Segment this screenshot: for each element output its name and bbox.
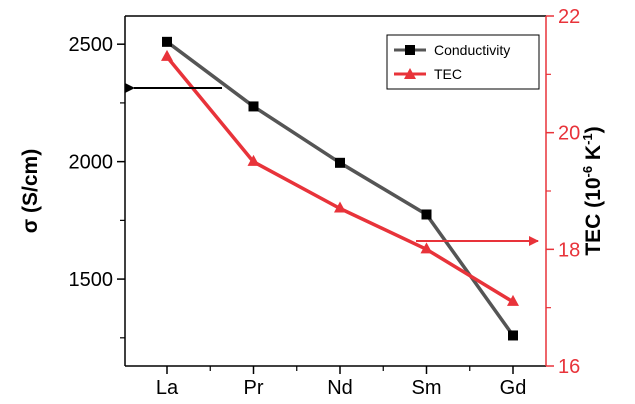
left-axis-ticks: 1500 2000 2500 bbox=[69, 34, 125, 339]
data-point-conductivity bbox=[508, 330, 518, 341]
legend-box bbox=[386, 34, 540, 90]
data-point-tec bbox=[507, 294, 519, 306]
legend: Conductivity TEC bbox=[386, 34, 540, 90]
left-tick-label: 2000 bbox=[69, 152, 114, 174]
right-tick-label: 22 bbox=[558, 6, 580, 28]
data-point-tec bbox=[161, 49, 173, 61]
left-tick-label: 2500 bbox=[69, 34, 114, 56]
left-axis-title: σ (S/cm) bbox=[19, 149, 42, 233]
right-axis-title-sup2: -1 bbox=[580, 133, 595, 145]
x-tick-label: Sm bbox=[412, 377, 442, 399]
right-axis-title-suffix: ) bbox=[582, 126, 605, 133]
right-axis-title-sup1: -6 bbox=[580, 166, 595, 178]
left-tick-label: 1500 bbox=[69, 269, 114, 291]
right-tick-label: 18 bbox=[558, 239, 580, 261]
right-tick-label: 20 bbox=[558, 123, 580, 145]
data-point-conductivity bbox=[335, 157, 345, 168]
x-tick-label: Nd bbox=[327, 377, 353, 399]
right-axis-ticks: 16 18 20 22 bbox=[546, 6, 580, 378]
data-point-tec bbox=[247, 154, 260, 166]
right-tick-label: 16 bbox=[558, 356, 580, 378]
x-tick-label: Gd bbox=[500, 377, 527, 399]
x-axis-ticks: La Pr Nd Sm Gd bbox=[156, 366, 526, 399]
series-layer bbox=[161, 36, 519, 341]
legend-label-conductivity: Conductivity bbox=[434, 42, 510, 58]
x-tick-label: Pr bbox=[244, 377, 264, 399]
data-point-conductivity bbox=[421, 209, 432, 220]
x-tick-label: La bbox=[156, 377, 179, 399]
data-point-tec bbox=[420, 242, 433, 254]
right-axis-title-mid: K bbox=[582, 145, 605, 166]
legend-marker-conductivity bbox=[405, 45, 415, 55]
right-axis-title: TEC (10-6 K-1) bbox=[580, 126, 605, 255]
data-point-conductivity bbox=[162, 36, 172, 47]
legend-marker-tec bbox=[404, 68, 416, 79]
data-point-conductivity bbox=[248, 101, 259, 112]
right-axis-title-prefix: TEC (10 bbox=[582, 177, 605, 255]
data-point-tec bbox=[334, 201, 346, 213]
legend-label-tec: TEC bbox=[434, 66, 462, 82]
